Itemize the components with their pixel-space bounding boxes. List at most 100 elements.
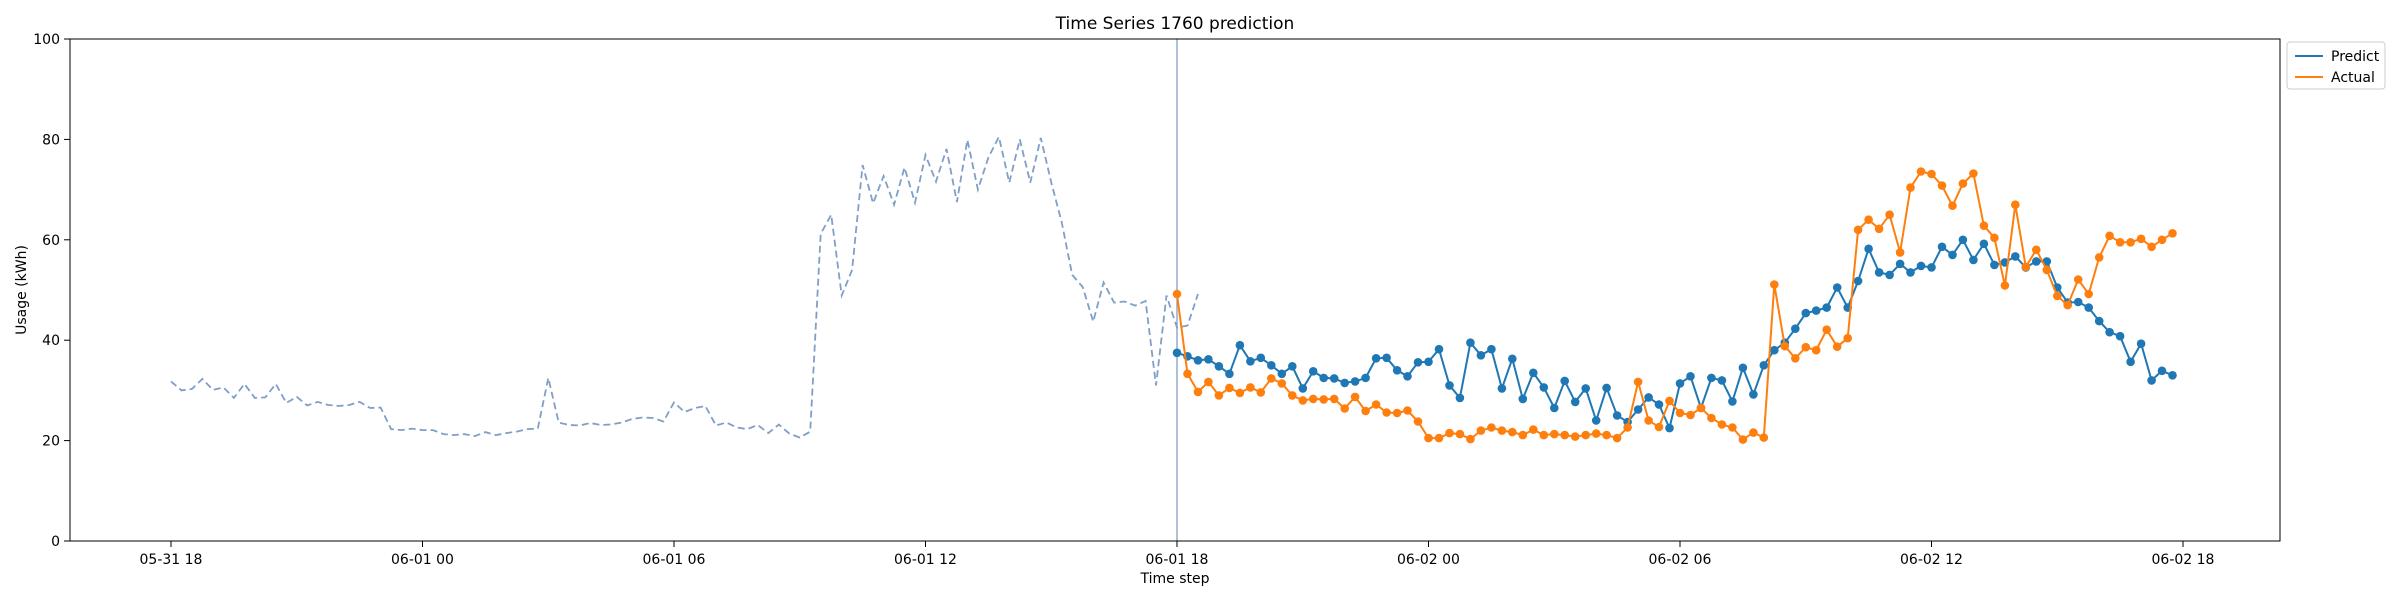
predict-point [1214, 362, 1224, 371]
predict-point [2168, 371, 2177, 380]
actual-point [1497, 426, 1507, 435]
y-tick-label: 60 [42, 233, 60, 249]
actual-point [1288, 391, 1297, 400]
history-line [170, 134, 1199, 439]
predict-point [1633, 405, 1643, 414]
predict-point [1717, 376, 1727, 385]
actual-point [1539, 430, 1549, 440]
actual-point [1235, 388, 1245, 398]
actual-point [1791, 354, 1800, 363]
predict-point [1539, 383, 1549, 392]
y-tick-label: 40 [42, 333, 60, 349]
predict-point [1948, 250, 1957, 260]
actual-point [1350, 392, 1360, 402]
actual-point [1843, 333, 1852, 343]
actual-point [2053, 291, 2062, 301]
actual-point [1801, 342, 1811, 352]
predict-point [1371, 354, 1381, 363]
predict-point [1235, 340, 1245, 350]
actual-point [2115, 238, 2125, 247]
predict-point [1434, 344, 1444, 354]
predict-point [1770, 345, 1779, 355]
actual-point [2084, 289, 2093, 299]
actual-point [1204, 377, 1213, 387]
predict-point [1560, 376, 1569, 386]
predict-point [1392, 366, 1402, 375]
predict-point [1958, 235, 1968, 245]
x-tick-label: 06-02 00 [1397, 552, 1460, 568]
actual-point [1906, 183, 1915, 192]
actual-point [1958, 179, 1968, 188]
actual-point [2126, 238, 2135, 247]
predict-point [1916, 261, 1926, 271]
actual-point [1738, 435, 1748, 444]
actual-point [1916, 167, 1926, 176]
actual-point [1696, 403, 1706, 413]
predict-point [1801, 308, 1811, 318]
actual-point [1591, 429, 1601, 438]
x-tick-label: 06-02 18 [2152, 552, 2215, 568]
predict-point [1707, 373, 1716, 383]
predict-point [1277, 369, 1287, 379]
predict-point [1612, 411, 1622, 420]
predict-point [1602, 383, 1611, 393]
actual-point [1518, 430, 1528, 440]
predict-point [1937, 242, 1947, 252]
predict-point [1267, 361, 1276, 370]
actual-point [2094, 253, 2104, 262]
predict-point [2073, 297, 2083, 307]
x-tick-label: 06-02 06 [1649, 552, 1712, 568]
y-axis-label: Usage (kWh) [14, 245, 30, 335]
actual-point [1403, 406, 1412, 415]
actual-point [1392, 408, 1402, 418]
predict-point [1644, 393, 1653, 402]
predict-point [1193, 356, 1203, 365]
actual-point [1969, 169, 1978, 178]
actual-point [1225, 383, 1234, 393]
predict-point [1686, 372, 1695, 381]
predict-point [1885, 270, 1894, 280]
actual-point [2000, 281, 2010, 290]
y-tick-label: 80 [42, 132, 60, 148]
actual-point [1612, 433, 1622, 443]
predict-point [1497, 384, 1507, 393]
predict-point [1288, 362, 1297, 371]
actual-point [1759, 433, 1769, 442]
predict-point [1487, 344, 1496, 354]
actual-point [1308, 394, 1318, 404]
predict-point [1340, 378, 1349, 388]
predict-point [1308, 367, 1318, 376]
predict-point [1581, 384, 1590, 393]
actual-point [1382, 408, 1391, 417]
predict-point [1550, 403, 1559, 413]
actual-point [1214, 391, 1224, 400]
actual-point [2147, 242, 2156, 252]
actual-point [2021, 262, 2031, 272]
predict-point [1329, 374, 1339, 383]
predict-point [2126, 357, 2135, 367]
predict-point [1654, 400, 1664, 409]
actual-point [1602, 430, 1611, 440]
actual-point [1445, 428, 1454, 438]
actual-point [1864, 215, 1873, 224]
predict-point [1665, 423, 1674, 433]
actual-point [1874, 224, 1884, 234]
predict-point [1791, 324, 1800, 334]
actual-point [1644, 416, 1653, 425]
actual-point [1675, 408, 1685, 418]
actual-point [1979, 221, 1989, 230]
predict-point [1990, 260, 1999, 270]
actual-point [1434, 433, 1444, 443]
actual-point [1466, 434, 1475, 444]
actual-point [1770, 280, 1779, 289]
predict-point [1906, 268, 1915, 277]
actual-point [1476, 426, 1486, 435]
actual-point [1550, 429, 1559, 439]
predict-point [1675, 379, 1685, 388]
predict-point [1874, 268, 1884, 277]
plot-area [69, 38, 2281, 542]
predict-point [2094, 316, 2104, 326]
predict-point [1424, 357, 1433, 367]
y-axis: 0 20 40 60 80 100 [33, 32, 70, 550]
